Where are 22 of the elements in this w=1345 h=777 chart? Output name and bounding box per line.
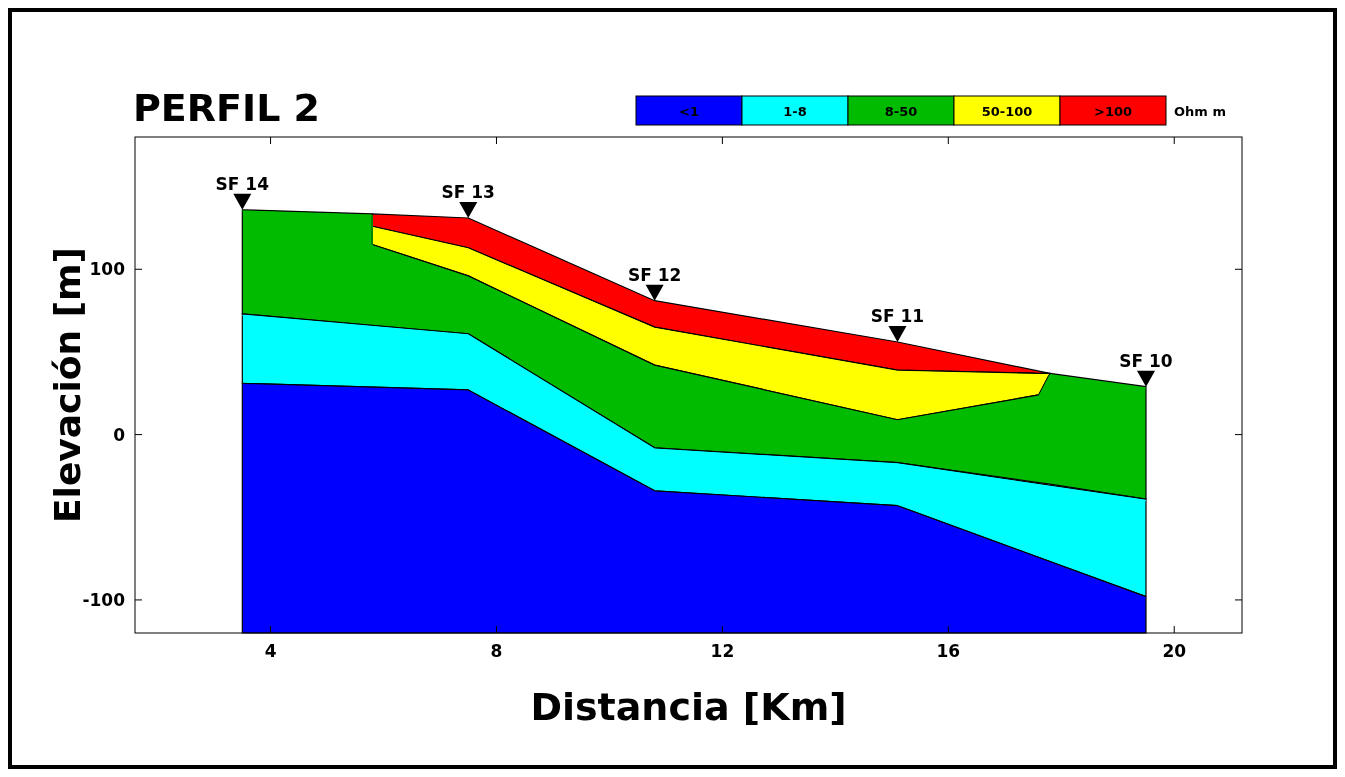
text: <1 bbox=[679, 104, 699, 119]
text: 50-100 bbox=[981, 104, 1033, 119]
annotation: SF 11 bbox=[870, 306, 925, 327]
text: 8-50 bbox=[884, 104, 918, 119]
legend-title: Ohm m bbox=[1174, 104, 1226, 119]
y-tick-label: -100 bbox=[82, 589, 126, 610]
y-tick-label: 100 bbox=[89, 259, 126, 280]
text: 1-8 bbox=[783, 104, 807, 119]
y-tick-label: 0 bbox=[113, 424, 126, 445]
annotation: SF 12 bbox=[627, 264, 682, 285]
x-tick-label: 12 bbox=[710, 641, 735, 661]
x-tick-label: 20 bbox=[1162, 641, 1187, 661]
x-tick-label: 16 bbox=[936, 641, 961, 661]
text: >100 bbox=[1093, 104, 1133, 119]
annotation: SF 14 bbox=[215, 173, 270, 194]
x-tick-label: 8 bbox=[490, 641, 503, 661]
x-tick-label: 4 bbox=[264, 641, 277, 661]
y-axis-title: Elevación [m] bbox=[47, 246, 88, 524]
x-axis-title: Distancia [Km] bbox=[530, 685, 847, 729]
annotation: SF 10 bbox=[1119, 350, 1173, 371]
annotation: SF 13 bbox=[441, 182, 495, 203]
chart-title: PERFIL 2 bbox=[133, 86, 321, 130]
